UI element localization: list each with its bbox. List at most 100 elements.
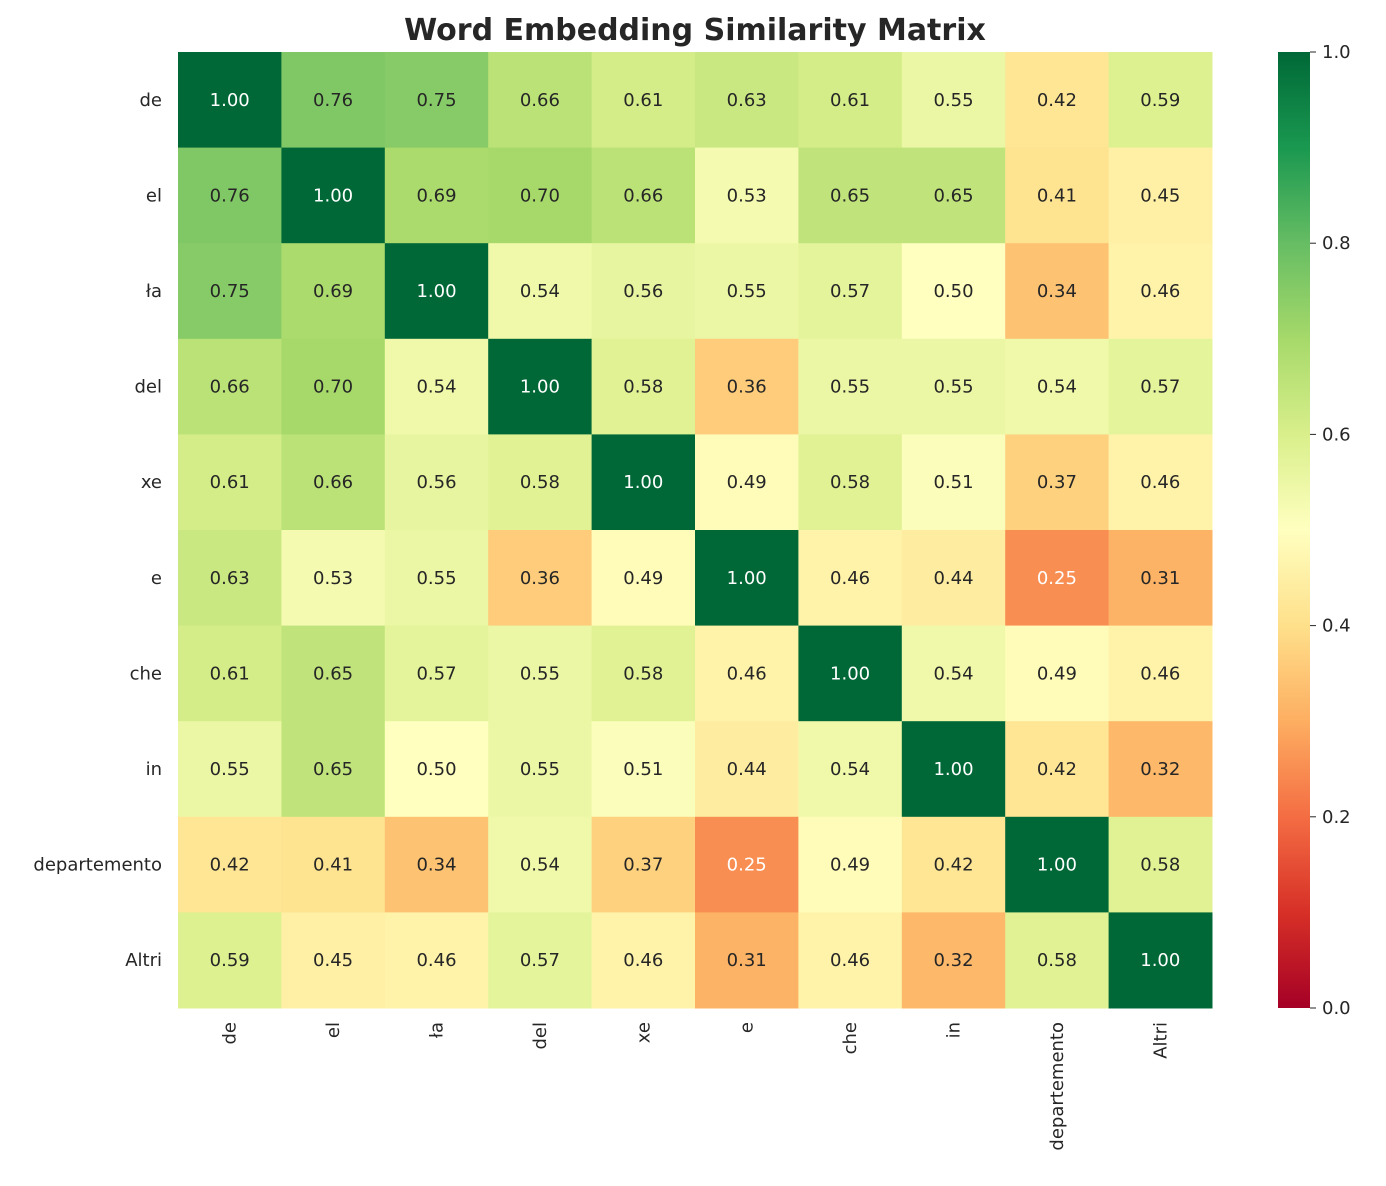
cell-annotation: 0.56 [623, 281, 663, 302]
x-tick-labels: de el ła del xe e che in departemento Altri [220, 1022, 1172, 1151]
cell-annotation: 0.61 [623, 90, 663, 111]
cell-annotation: 0.59 [210, 950, 250, 971]
heatmap-cell [384, 625, 489, 722]
cell-annotation: 0.66 [623, 185, 663, 206]
heatmap-cell [1005, 625, 1110, 722]
heatmap-cell [1005, 52, 1110, 149]
y-tick-label: Altri [125, 950, 162, 971]
heatmap-cell [695, 434, 799, 531]
heatmap-cell [178, 912, 282, 1009]
heatmap-cell [178, 625, 282, 722]
y-tick-label: e [151, 568, 162, 589]
cell-annotation: 0.58 [1140, 855, 1180, 876]
cell-annotation: 0.55 [416, 568, 456, 589]
heatmap-cell [1005, 530, 1110, 627]
cell-annotation: 0.46 [727, 663, 767, 684]
heatmap-cell [798, 338, 903, 435]
heatmap-cell [798, 721, 903, 818]
heatmap-cell [1005, 912, 1110, 1009]
cell-annotation: 0.44 [933, 568, 973, 589]
heatmap-cell [591, 912, 696, 1009]
heatmap-cell [798, 52, 903, 149]
x-tick-label: Altri [1150, 1022, 1171, 1059]
cell-annotation: 0.58 [830, 472, 870, 493]
cell-annotation: 0.25 [1037, 568, 1077, 589]
cell-annotation: 0.46 [1140, 472, 1180, 493]
heatmap-cell [281, 530, 386, 627]
heatmap-cell [1108, 434, 1213, 531]
cell-annotation: 0.25 [727, 855, 767, 876]
cell-annotation: 0.51 [623, 759, 663, 780]
cell-annotation: 0.42 [1037, 759, 1077, 780]
colorbar-tick-label: 0.6 [1322, 424, 1351, 445]
cell-annotation: 0.57 [830, 281, 870, 302]
heatmap-cell [798, 243, 903, 340]
cell-annotation: 0.61 [210, 663, 250, 684]
heatmap-cell [591, 434, 696, 531]
heatmap-cell [384, 243, 489, 340]
heatmap-cell [901, 52, 1006, 149]
heatmap-cell [281, 338, 386, 435]
cell-annotation: 0.63 [210, 568, 250, 589]
colorbar-ticks: 0.0 0.2 0.4 0.6 0.8 1.0 [1310, 42, 1351, 1019]
y-tick-label: xe [141, 472, 162, 493]
cell-annotation: 0.46 [416, 950, 456, 971]
cell-annotation: 0.66 [313, 472, 353, 493]
heatmap-cell [1005, 721, 1110, 818]
heatmap-cell [798, 434, 903, 531]
cell-annotation: 0.55 [727, 281, 767, 302]
cell-annotation: 0.41 [1037, 185, 1077, 206]
heatmap-cell [1108, 625, 1213, 722]
cell-annotation: 0.65 [313, 663, 353, 684]
heatmap-cell [384, 816, 489, 913]
cell-annotation: 0.55 [520, 759, 560, 780]
heatmap-cell [178, 243, 282, 340]
cell-annotation: 0.54 [416, 377, 456, 398]
cell-annotation: 0.49 [1037, 663, 1077, 684]
heatmap-cell [591, 625, 696, 722]
cell-annotation: 0.65 [933, 185, 973, 206]
cell-annotation: 1.00 [727, 568, 767, 589]
cell-annotation: 0.56 [416, 472, 456, 493]
heatmap-cell [901, 530, 1006, 627]
cell-annotation: 0.58 [623, 663, 663, 684]
cell-annotation: 0.49 [830, 855, 870, 876]
cell-annotation: 0.70 [313, 377, 353, 398]
heatmap-cell [384, 530, 489, 627]
heatmap-cell [488, 721, 593, 818]
heatmap-cell [695, 338, 799, 435]
heatmap-cell [281, 434, 386, 531]
x-tick-label: del [530, 1022, 551, 1050]
heatmap-cell [281, 816, 386, 913]
cell-annotation: 0.42 [1037, 90, 1077, 111]
heatmap-cell [1108, 52, 1213, 149]
heatmap-cell [488, 912, 593, 1009]
cell-annotation: 0.75 [416, 90, 456, 111]
heatmap-cell [591, 816, 696, 913]
cell-annotation: 0.65 [313, 759, 353, 780]
cell-annotation: 0.65 [830, 185, 870, 206]
cell-annotation: 0.46 [623, 950, 663, 971]
cell-annotation: 0.46 [1140, 663, 1180, 684]
cell-annotation: 0.54 [933, 663, 973, 684]
cell-annotation: 0.51 [933, 472, 973, 493]
y-tick-label: el [146, 185, 162, 206]
heatmap-cell [901, 816, 1006, 913]
cell-annotation: 0.61 [210, 472, 250, 493]
cell-annotation: 0.41 [313, 855, 353, 876]
heatmap-cell [1108, 721, 1213, 818]
y-tick-label: che [130, 663, 162, 684]
heatmap-cell [178, 147, 282, 244]
cell-annotation: 0.61 [830, 90, 870, 111]
cell-annotation: 1.00 [933, 759, 973, 780]
y-tick-label: de [140, 90, 163, 111]
cell-annotation: 0.45 [313, 950, 353, 971]
heatmap-cell [1005, 243, 1110, 340]
colorbar-tick-label: 0.4 [1322, 616, 1351, 637]
heatmap-cell [901, 147, 1006, 244]
heatmap-cell [1108, 243, 1213, 340]
y-tick-label: del [134, 377, 162, 398]
cell-annotation: 0.58 [623, 377, 663, 398]
heatmap-cell [901, 721, 1006, 818]
y-tick-label: in [146, 759, 162, 780]
